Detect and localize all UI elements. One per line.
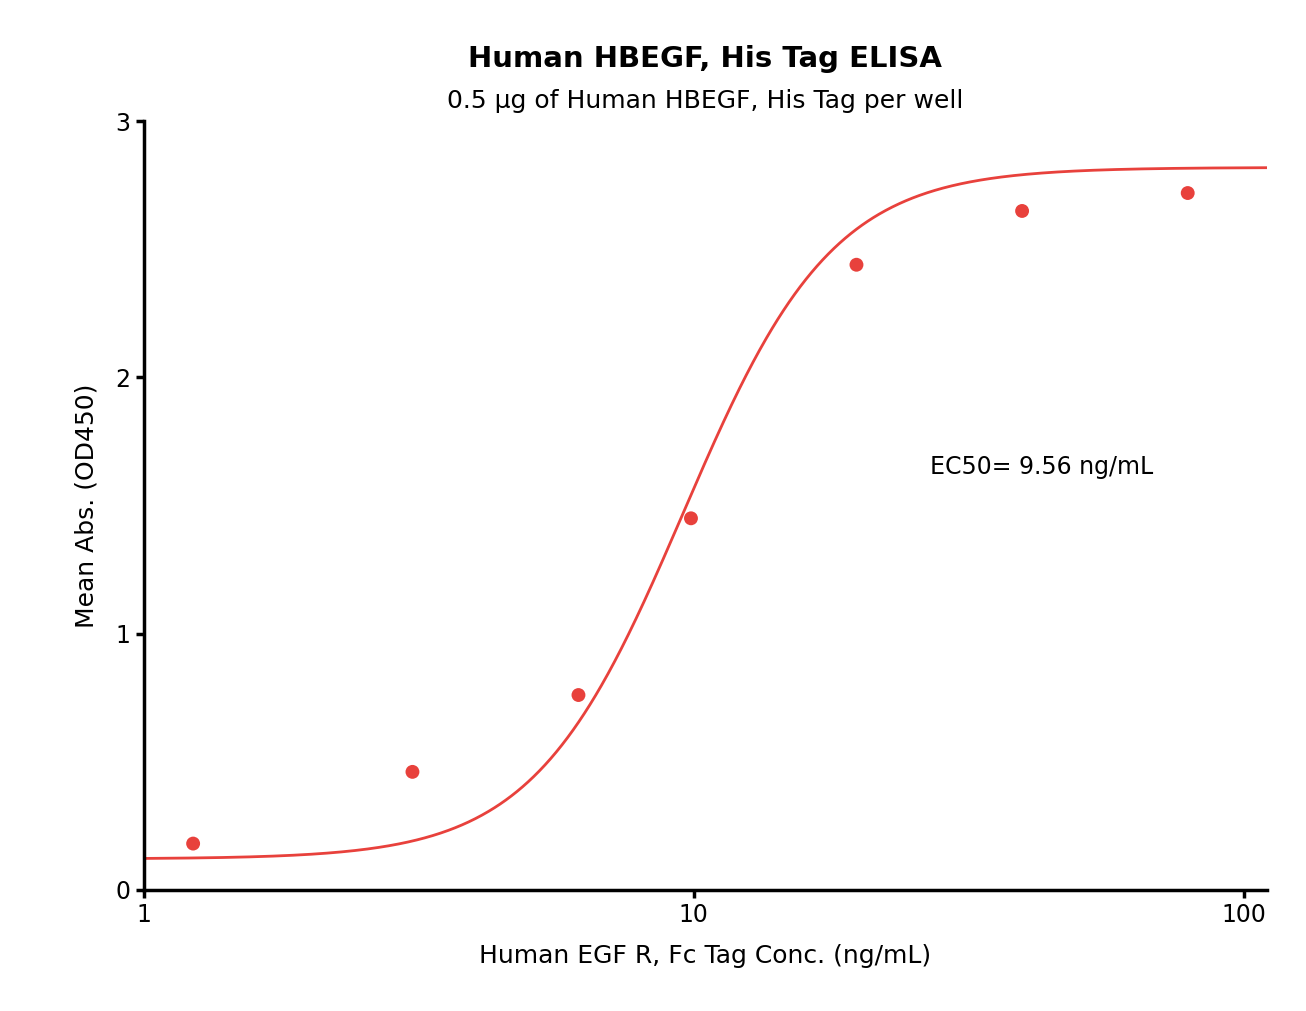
Point xyxy=(1012,203,1033,219)
Text: Human HBEGF, His Tag ELISA: Human HBEGF, His Tag ELISA xyxy=(469,45,942,74)
Point xyxy=(402,763,423,779)
Point xyxy=(183,835,204,851)
Point xyxy=(846,257,867,273)
Point xyxy=(1177,185,1198,201)
Point xyxy=(568,686,589,703)
Y-axis label: Mean Abs. (OD450): Mean Abs. (OD450) xyxy=(74,383,99,628)
Text: EC50= 9.56 ng/mL: EC50= 9.56 ng/mL xyxy=(930,455,1153,479)
X-axis label: Human EGF R, Fc Tag Conc. (ng/mL): Human EGF R, Fc Tag Conc. (ng/mL) xyxy=(479,943,931,968)
Text: 0.5 μg of Human HBEGF, His Tag per well: 0.5 μg of Human HBEGF, His Tag per well xyxy=(447,89,964,113)
Point xyxy=(680,511,701,527)
